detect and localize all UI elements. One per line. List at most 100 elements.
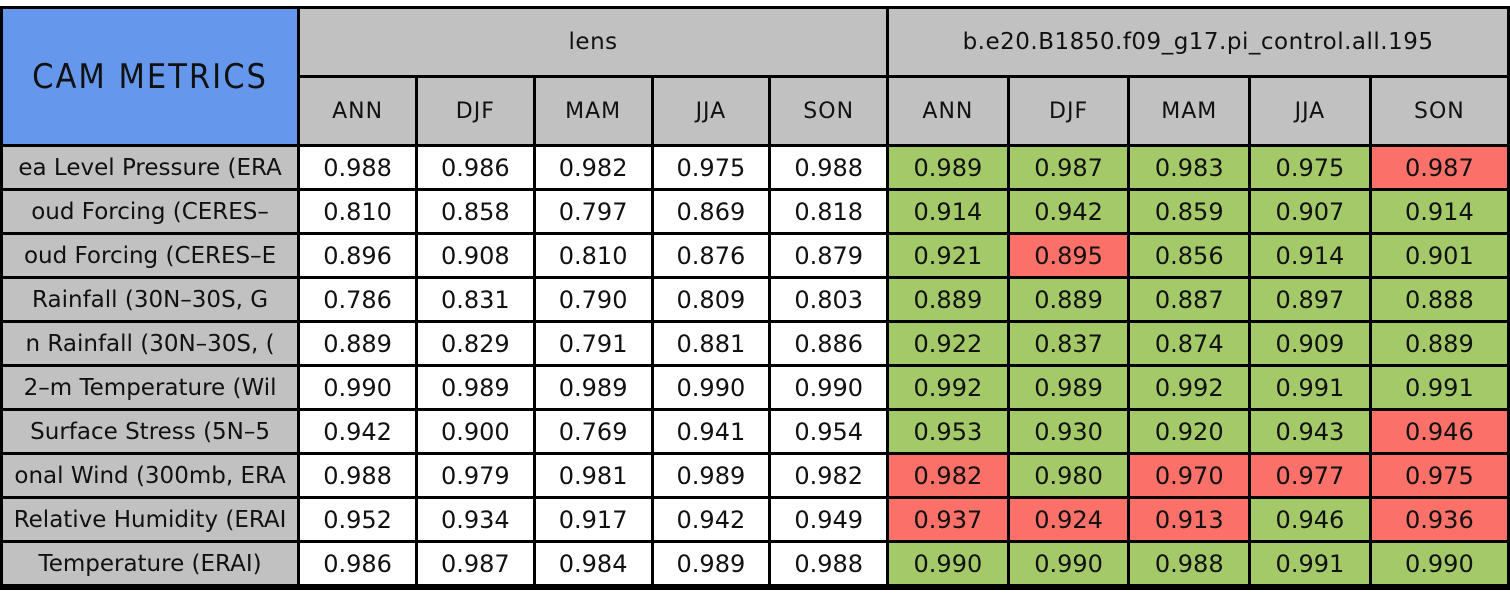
metric-label: Surface Stress (5N–5: [0, 408, 301, 455]
lens-value-cell: 0.984: [532, 540, 654, 590]
lens-value-cell: 0.810: [297, 188, 418, 235]
lens-value-cell: 0.987: [414, 540, 536, 590]
control-value-cell: 0.989: [886, 144, 1010, 191]
control-value-cell: 0.889: [886, 276, 1010, 323]
lens-value-cell: 0.908: [414, 232, 536, 279]
season-header-ctrl-mam: MAM: [1127, 75, 1252, 147]
lens-value-cell: 0.988: [297, 452, 418, 499]
control-value-cell: 0.990: [1006, 540, 1131, 590]
table-row: Rainfall (30N–30S, G 0.786 0.831 0.790 0.809…: [0, 276, 1510, 323]
lens-value-cell: 0.949: [768, 496, 890, 543]
table-row: ea Level Pressure (ERA 0.988 0.986 0.982 0.9…: [0, 144, 1510, 191]
lens-value-cell: 0.818: [768, 188, 890, 235]
run-header-lens: lens: [297, 6, 890, 78]
control-value-cell: 0.856: [1127, 232, 1252, 279]
lens-value-cell: 0.876: [650, 232, 772, 279]
table-row: oud Forcing (CERES– 0.810 0.858 0.797 0.869 0…: [0, 188, 1510, 235]
cam-metrics-table: CAM METRICS lens b.e20.B1850.f09_g17.pi_…: [0, 6, 1510, 590]
metric-label: Temperature (ERAI): [0, 540, 301, 590]
season-header-ctrl-ann: ANN: [886, 75, 1010, 147]
control-value-cell: 0.895: [1006, 232, 1131, 279]
lens-value-cell: 0.831: [414, 276, 536, 323]
control-value-cell: 0.953: [886, 408, 1010, 455]
control-value-cell: 0.942: [1006, 188, 1131, 235]
lens-value-cell: 0.769: [532, 408, 654, 455]
control-value-cell: 0.992: [1127, 364, 1252, 411]
lens-value-cell: 0.990: [650, 364, 772, 411]
table-title: CAM METRICS: [0, 6, 301, 147]
table-row: Surface Stress (5N–5 0.942 0.900 0.769 0.941…: [0, 408, 1510, 455]
control-value-cell: 0.982: [886, 452, 1010, 499]
lens-value-cell: 0.881: [650, 320, 772, 367]
control-value-cell: 0.991: [1248, 540, 1372, 590]
lens-value-cell: 0.858: [414, 188, 536, 235]
control-value-cell: 0.914: [886, 188, 1010, 235]
metric-label: 2–m Temperature (Wil: [0, 364, 301, 411]
lens-value-cell: 0.889: [297, 320, 418, 367]
season-header-row: ANN DJF MAM JJA SON ANN DJF MAM JJA SON: [2, 75, 1510, 147]
lens-value-cell: 0.879: [768, 232, 890, 279]
season-header-ctrl-son: SON: [1368, 75, 1510, 147]
lens-value-cell: 0.982: [768, 452, 890, 499]
lens-value-cell: 0.986: [297, 540, 418, 590]
table-row: Temperature (ERAI) 0.986 0.987 0.984 0.989 0.…: [0, 540, 1510, 590]
control-value-cell: 0.921: [886, 232, 1010, 279]
control-value-cell: 0.859: [1127, 188, 1252, 235]
control-value-cell: 0.909: [1248, 320, 1372, 367]
control-value-cell: 0.907: [1248, 188, 1372, 235]
control-value-cell: 0.990: [1368, 540, 1510, 590]
control-value-cell: 0.937: [886, 496, 1010, 543]
lens-value-cell: 0.797: [532, 188, 654, 235]
control-value-cell: 0.991: [1248, 364, 1372, 411]
control-value-cell: 0.988: [1127, 540, 1252, 590]
control-value-cell: 0.913: [1127, 496, 1252, 543]
lens-value-cell: 0.952: [297, 496, 418, 543]
control-value-cell: 0.991: [1368, 364, 1510, 411]
control-value-cell: 0.987: [1006, 144, 1131, 191]
lens-value-cell: 0.942: [297, 408, 418, 455]
control-value-cell: 0.922: [886, 320, 1010, 367]
control-value-cell: 0.837: [1006, 320, 1131, 367]
lens-value-cell: 0.810: [532, 232, 654, 279]
lens-value-cell: 0.988: [768, 540, 890, 590]
control-value-cell: 0.987: [1368, 144, 1510, 191]
control-value-cell: 0.975: [1368, 452, 1510, 499]
lens-value-cell: 0.989: [532, 364, 654, 411]
lens-value-cell: 0.803: [768, 276, 890, 323]
control-value-cell: 0.936: [1368, 496, 1510, 543]
metric-label: oud Forcing (CERES–: [0, 188, 301, 235]
lens-value-cell: 0.791: [532, 320, 654, 367]
control-value-cell: 0.977: [1248, 452, 1372, 499]
table-row: n Rainfall (30N–30S, (0.889 0.829 0.791 0.8…: [0, 320, 1510, 367]
control-value-cell: 0.946: [1248, 496, 1372, 543]
control-value-cell: 0.888: [1368, 276, 1510, 323]
control-value-cell: 0.943: [1248, 408, 1372, 455]
lens-value-cell: 0.900: [414, 408, 536, 455]
lens-value-cell: 0.869: [650, 188, 772, 235]
lens-value-cell: 0.975: [650, 144, 772, 191]
control-value-cell: 0.914: [1248, 232, 1372, 279]
run-header-control: b.e20.B1850.f09_g17.pi_control.all.195: [886, 6, 1510, 78]
lens-value-cell: 0.954: [768, 408, 890, 455]
control-value-cell: 0.990: [886, 540, 1010, 590]
control-value-cell: 0.914: [1368, 188, 1510, 235]
lens-value-cell: 0.934: [414, 496, 536, 543]
season-header-ctrl-djf: DJF: [1006, 75, 1131, 147]
lens-value-cell: 0.917: [532, 496, 654, 543]
lens-value-cell: 0.986: [414, 144, 536, 191]
season-header-lens-mam: MAM: [532, 75, 654, 147]
control-value-cell: 0.983: [1127, 144, 1252, 191]
control-value-cell: 0.887: [1127, 276, 1252, 323]
season-header-lens-jja: JJA: [650, 75, 772, 147]
control-value-cell: 0.889: [1368, 320, 1510, 367]
season-header-ctrl-jja: JJA: [1248, 75, 1372, 147]
metric-label: ea Level Pressure (ERA: [0, 144, 301, 191]
season-header-lens-djf: DJF: [414, 75, 536, 147]
control-value-cell: 0.975: [1248, 144, 1372, 191]
lens-value-cell: 0.896: [297, 232, 418, 279]
lens-value-cell: 0.990: [768, 364, 890, 411]
lens-value-cell: 0.989: [650, 452, 772, 499]
table-row: 2–m Temperature (Wil 0.990 0.989 0.989 0.990…: [0, 364, 1510, 411]
control-value-cell: 0.889: [1006, 276, 1131, 323]
